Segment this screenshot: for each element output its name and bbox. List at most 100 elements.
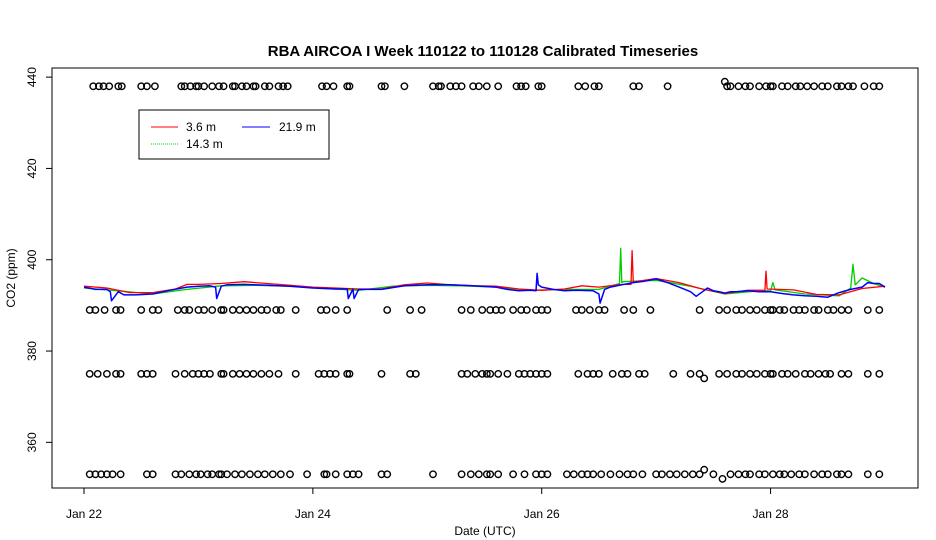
calibration-point bbox=[833, 82, 841, 91]
calibration-point bbox=[429, 470, 437, 479]
calibration-point bbox=[769, 369, 777, 378]
calibration-point bbox=[801, 470, 809, 479]
calibration-point bbox=[466, 470, 475, 479]
calibration-point bbox=[589, 470, 598, 479]
calibration-point bbox=[318, 82, 326, 91]
calibration-point bbox=[509, 306, 517, 314]
calibration-point bbox=[85, 470, 94, 479]
calibration-point bbox=[640, 369, 649, 378]
calibration-point bbox=[726, 470, 735, 479]
calibration-point bbox=[471, 369, 480, 378]
calibration-point bbox=[235, 306, 244, 314]
calibration-point bbox=[585, 306, 594, 314]
x-tick-label-2: Jan 26 bbox=[524, 507, 560, 521]
calibration-point bbox=[103, 470, 111, 479]
calibration-point bbox=[112, 306, 120, 314]
calibration-point bbox=[257, 369, 266, 378]
calibration-point bbox=[228, 369, 237, 378]
calibration-point bbox=[537, 470, 546, 479]
calibration-point bbox=[629, 470, 638, 479]
calibration-point bbox=[860, 82, 869, 91]
calibration-point bbox=[837, 82, 846, 91]
calibration-point bbox=[791, 82, 800, 91]
legend-label-3-6m: 3.6 m bbox=[186, 120, 216, 134]
calibration-point bbox=[434, 82, 443, 91]
calibration-point bbox=[814, 369, 823, 378]
calibration-point bbox=[543, 470, 552, 479]
calibration-point bbox=[217, 306, 226, 314]
calibration-point bbox=[826, 369, 834, 378]
calibration-point bbox=[734, 82, 743, 91]
calibration-point bbox=[253, 470, 262, 479]
calibration-point bbox=[726, 82, 735, 91]
calibration-point bbox=[620, 306, 628, 314]
calibration-point bbox=[723, 306, 731, 314]
calibration-point bbox=[219, 82, 228, 91]
calibration-point bbox=[589, 369, 598, 378]
calibration-point bbox=[200, 82, 209, 91]
calibration-point bbox=[734, 470, 743, 479]
calibration-point bbox=[746, 306, 754, 314]
calibration-point bbox=[185, 470, 194, 479]
calibration-point bbox=[494, 369, 503, 378]
calibration-point bbox=[623, 369, 632, 378]
calibration-point bbox=[268, 470, 277, 479]
calibration-point bbox=[457, 306, 466, 314]
calibration-point bbox=[658, 470, 666, 479]
calibration-point bbox=[208, 470, 217, 479]
calibration-point bbox=[635, 82, 643, 91]
calibration-point bbox=[534, 82, 543, 91]
calibration-point bbox=[263, 306, 271, 314]
calibration-point bbox=[577, 306, 586, 314]
calibration-point bbox=[93, 369, 102, 378]
calibration-point bbox=[486, 306, 495, 314]
calibration-point bbox=[738, 306, 746, 314]
y-tick-label-3: 420 bbox=[25, 158, 39, 178]
calibration-point bbox=[574, 369, 583, 378]
calibration-point bbox=[741, 470, 750, 479]
calibration-point bbox=[723, 82, 731, 91]
calibration-point bbox=[457, 470, 466, 479]
calibration-point bbox=[272, 306, 281, 314]
calibration-point bbox=[761, 369, 769, 378]
calibration-point bbox=[85, 306, 94, 314]
calibration-point bbox=[314, 369, 323, 378]
calibration-point bbox=[331, 306, 340, 314]
calibration-point bbox=[769, 82, 777, 91]
calibration-point bbox=[274, 369, 283, 378]
calibration-point bbox=[137, 82, 146, 91]
calibration-point bbox=[251, 82, 260, 91]
calibration-point bbox=[148, 369, 157, 378]
calibration-point bbox=[188, 369, 197, 378]
calibration-point bbox=[688, 470, 697, 479]
calibration-point bbox=[629, 82, 638, 91]
calibration-point bbox=[108, 470, 117, 479]
calibration-point bbox=[116, 470, 125, 479]
calibration-point bbox=[497, 306, 506, 314]
calibration-point bbox=[875, 306, 884, 314]
calibration-point bbox=[137, 369, 146, 378]
calibration-point bbox=[778, 82, 786, 91]
calibration-point bbox=[769, 470, 777, 479]
calibration-point bbox=[478, 369, 487, 378]
calibration-point bbox=[457, 82, 466, 91]
calibration-point bbox=[215, 82, 223, 91]
calibration-point bbox=[180, 82, 189, 91]
calibration-point bbox=[795, 470, 804, 479]
calibration-point bbox=[522, 306, 531, 314]
calibration-point bbox=[583, 470, 592, 479]
calibration-point bbox=[775, 306, 784, 314]
calibration-point bbox=[780, 470, 789, 479]
calibration-point bbox=[192, 470, 201, 479]
calibration-point bbox=[810, 470, 818, 479]
calibration-point bbox=[383, 470, 392, 479]
calibration-point bbox=[276, 470, 285, 479]
calibration-point bbox=[537, 369, 546, 378]
calibration-point bbox=[482, 470, 491, 479]
calibration-point bbox=[738, 369, 746, 378]
calibration-point bbox=[863, 306, 872, 314]
calibration-point bbox=[95, 82, 103, 91]
calibration-point bbox=[177, 470, 186, 479]
calibration-point bbox=[89, 82, 98, 91]
calibration-point bbox=[260, 470, 269, 479]
